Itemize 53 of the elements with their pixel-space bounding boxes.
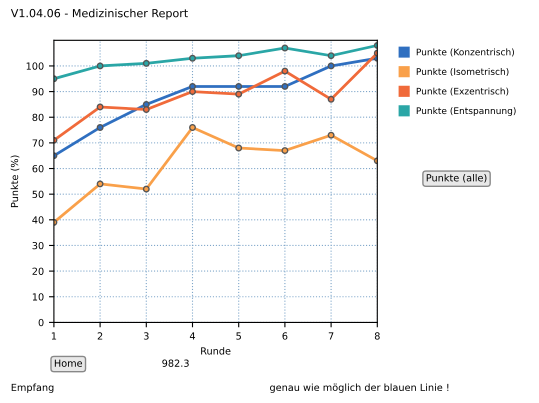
point [96, 124, 104, 131]
point [235, 144, 242, 152]
x-tick-label: 5 [236, 332, 241, 340]
point [235, 52, 242, 60]
text: genau wie möglich der blauen Linie ! [270, 384, 448, 393]
point [96, 104, 104, 110]
x-tick-label: 2 [98, 332, 102, 340]
point [96, 62, 104, 70]
y-tick-label: 100 [26, 62, 44, 70]
y-tick-label: 70 [32, 139, 44, 147]
y-tick-label: 90 [32, 88, 44, 96]
x-tick-label: 6 [282, 332, 288, 340]
point [281, 82, 288, 90]
chart-title: V1.04.06 - Medizinischer Report [10, 8, 188, 20]
point [328, 52, 335, 60]
text: Home [54, 360, 82, 367]
point [281, 68, 288, 75]
y-tick-label: 0 [38, 318, 44, 326]
x-tick-label: 4 [190, 332, 196, 340]
point [189, 124, 196, 131]
y-tick-label: 30 [32, 242, 44, 250]
point [189, 54, 196, 62]
y-tick-label: 60 [32, 165, 44, 172]
point [142, 186, 150, 193]
point [142, 60, 150, 67]
point [281, 44, 288, 52]
point [235, 82, 242, 90]
point [189, 88, 196, 96]
legend-label: Punkte (Isometrisch) [416, 68, 508, 76]
text: Empfang [12, 384, 54, 393]
x-tick-label: 8 [374, 332, 380, 340]
point [96, 180, 104, 188]
x-tick-label: 1 [52, 332, 56, 340]
legend-label: Punkte (Konzentrisch) [416, 48, 514, 56]
y-tick-label: 50 [32, 190, 44, 198]
point [281, 147, 288, 154]
y-tick-label: 80 [32, 114, 44, 122]
x-tick-label: 7 [328, 332, 334, 340]
y-tick-label: 10 [32, 293, 44, 301]
legend-label: Punkte (Exzentrisch) [416, 88, 508, 96]
y-tick-label: 40 [32, 216, 44, 224]
x-tick-label: 3 [144, 332, 149, 340]
point [142, 106, 150, 114]
legend-label: Punkte (Entspannung) [416, 107, 516, 116]
point [235, 90, 242, 98]
point [328, 62, 335, 70]
point [328, 132, 335, 139]
x-axis-title: Runde [201, 347, 230, 355]
text: Punkte (alle) [426, 174, 486, 183]
y-tick-label: 20 [32, 268, 44, 275]
point [328, 96, 335, 103]
text: 982.3 [162, 360, 189, 367]
y-axis-title: Punkte (%) [10, 156, 20, 208]
